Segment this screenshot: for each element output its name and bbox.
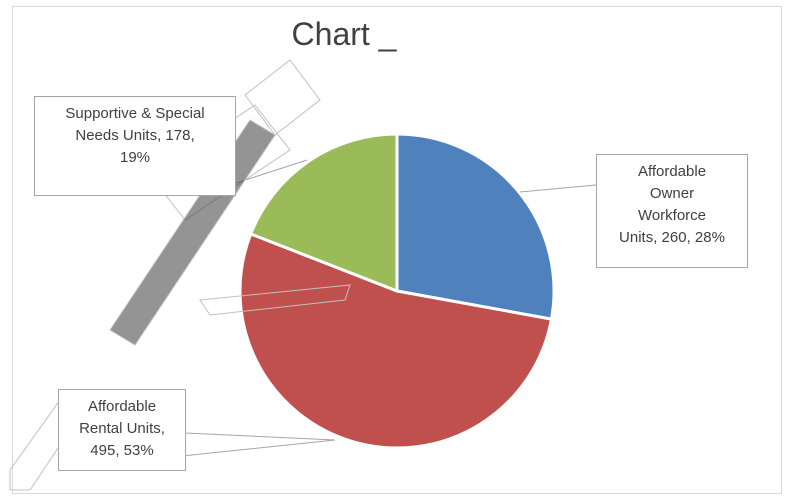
pie-slice-supportive xyxy=(248,132,399,294)
pie-slice-owner-workforce xyxy=(395,132,556,321)
leader-line-supportive xyxy=(235,159,308,184)
draft-watermark-shape xyxy=(9,399,81,491)
data-label-supportive: Supportive & Special Needs Units, 178, 1… xyxy=(34,96,236,196)
leader-line-owner-workforce xyxy=(519,184,597,193)
pie-slice-rental xyxy=(238,231,554,450)
chart-title: Chart _ xyxy=(291,16,397,52)
data-label-rental: Affordable Rental Units, 495, 53% xyxy=(58,389,186,471)
draft-watermark-shape xyxy=(199,284,351,316)
data-label-owner-workforce: Affordable Owner Workforce Units, 260, 2… xyxy=(596,154,748,268)
leader-line-rental xyxy=(181,432,336,457)
draft-watermark-shape xyxy=(244,59,321,136)
